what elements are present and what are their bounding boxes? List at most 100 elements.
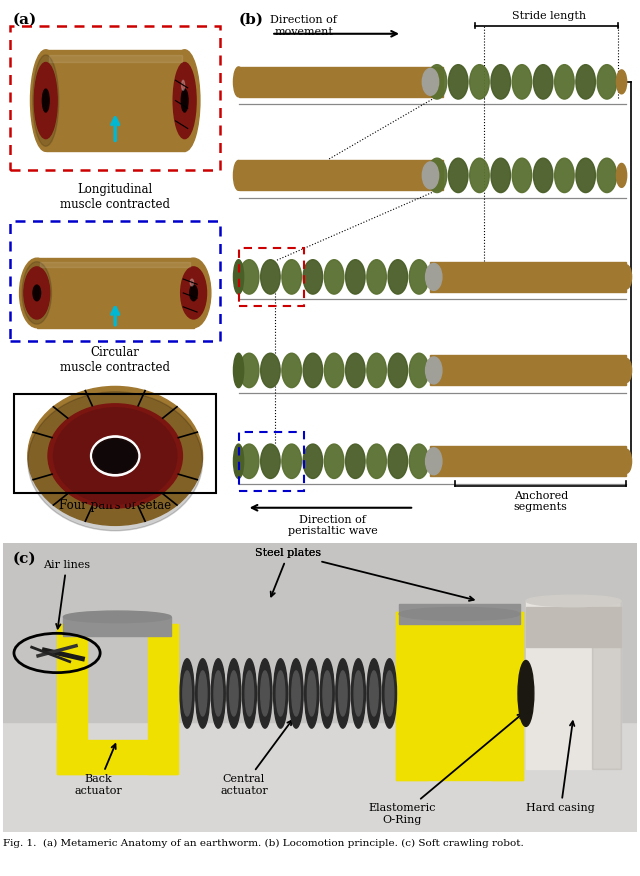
Ellipse shape xyxy=(370,671,378,716)
Ellipse shape xyxy=(28,274,46,312)
Ellipse shape xyxy=(512,159,532,193)
Ellipse shape xyxy=(449,159,468,193)
Ellipse shape xyxy=(234,160,244,190)
Ellipse shape xyxy=(95,440,136,472)
Text: Steel plates: Steel plates xyxy=(255,548,321,597)
Text: Air lines: Air lines xyxy=(43,560,90,629)
Ellipse shape xyxy=(258,659,272,728)
Ellipse shape xyxy=(183,671,191,716)
Bar xyxy=(57,739,177,774)
Ellipse shape xyxy=(245,671,253,716)
Ellipse shape xyxy=(48,404,182,508)
Bar xyxy=(148,624,178,774)
Ellipse shape xyxy=(426,264,442,290)
Ellipse shape xyxy=(31,50,61,152)
Ellipse shape xyxy=(491,65,511,99)
Ellipse shape xyxy=(234,259,244,294)
Ellipse shape xyxy=(196,659,210,728)
Ellipse shape xyxy=(399,607,520,620)
Text: Direction of
peristaltic wave: Direction of peristaltic wave xyxy=(287,515,378,536)
Ellipse shape xyxy=(346,353,365,387)
Ellipse shape xyxy=(367,259,387,294)
Ellipse shape xyxy=(24,267,50,319)
Ellipse shape xyxy=(533,65,553,99)
Text: Steel plates: Steel plates xyxy=(255,548,474,601)
Ellipse shape xyxy=(20,258,54,328)
Ellipse shape xyxy=(239,259,259,294)
Bar xyxy=(49,55,182,62)
Ellipse shape xyxy=(28,392,202,531)
Bar xyxy=(239,248,304,307)
Bar xyxy=(239,432,304,491)
Bar xyxy=(396,612,428,781)
Ellipse shape xyxy=(388,353,408,387)
Ellipse shape xyxy=(289,659,303,728)
Text: Elastomeric
O-Ring: Elastomeric O-Ring xyxy=(369,714,522,825)
Bar xyxy=(3,543,637,723)
Ellipse shape xyxy=(385,671,394,716)
Text: Fig. 1.  (a) Metameric Anatomy of an earthworm. (b) Locomotion principle. (c) So: Fig. 1. (a) Metameric Anatomy of an eart… xyxy=(3,839,524,848)
Bar xyxy=(429,262,627,292)
Bar xyxy=(37,258,193,328)
Text: Anchored
segments: Anchored segments xyxy=(513,491,568,512)
Ellipse shape xyxy=(198,671,207,716)
Text: Back
actuator: Back actuator xyxy=(74,744,122,796)
Ellipse shape xyxy=(91,436,140,476)
Ellipse shape xyxy=(388,259,408,294)
Ellipse shape xyxy=(93,439,138,473)
Ellipse shape xyxy=(426,448,442,475)
Ellipse shape xyxy=(173,62,196,138)
Ellipse shape xyxy=(409,444,429,478)
Text: Circular
muscle contracted: Circular muscle contracted xyxy=(60,346,170,374)
Ellipse shape xyxy=(170,50,200,152)
Ellipse shape xyxy=(282,259,301,294)
Bar xyxy=(40,262,190,267)
Bar xyxy=(15,394,216,493)
Ellipse shape xyxy=(35,62,57,138)
Bar xyxy=(491,612,523,781)
Ellipse shape xyxy=(367,353,387,387)
Ellipse shape xyxy=(354,671,363,716)
Text: Four pairs of setae: Four pairs of setae xyxy=(59,498,172,512)
Ellipse shape xyxy=(576,159,595,193)
Ellipse shape xyxy=(184,274,203,312)
Ellipse shape xyxy=(518,661,534,726)
Ellipse shape xyxy=(383,659,397,728)
Ellipse shape xyxy=(234,353,244,387)
Ellipse shape xyxy=(303,444,323,478)
Ellipse shape xyxy=(22,262,51,324)
Ellipse shape xyxy=(37,73,54,129)
Bar xyxy=(10,25,220,170)
Ellipse shape xyxy=(214,671,223,716)
Bar xyxy=(399,604,520,624)
Ellipse shape xyxy=(324,353,344,387)
Ellipse shape xyxy=(555,159,574,193)
Ellipse shape xyxy=(616,70,627,94)
Ellipse shape xyxy=(63,611,171,623)
Ellipse shape xyxy=(177,258,211,328)
Ellipse shape xyxy=(260,353,280,387)
Ellipse shape xyxy=(260,259,280,294)
Ellipse shape xyxy=(339,671,347,716)
Text: Central
actuator: Central actuator xyxy=(220,720,292,796)
Text: (c): (c) xyxy=(13,552,36,566)
Text: (a): (a) xyxy=(12,12,36,26)
Bar xyxy=(396,612,523,745)
Ellipse shape xyxy=(33,55,59,146)
Bar xyxy=(396,745,523,781)
Ellipse shape xyxy=(227,659,241,728)
Ellipse shape xyxy=(243,659,257,728)
Text: Direction of
movement: Direction of movement xyxy=(271,15,337,37)
Ellipse shape xyxy=(323,671,332,716)
Ellipse shape xyxy=(555,65,574,99)
Ellipse shape xyxy=(367,659,381,728)
Ellipse shape xyxy=(346,259,365,294)
Ellipse shape xyxy=(526,595,621,607)
Bar xyxy=(239,67,443,97)
Ellipse shape xyxy=(449,65,468,99)
Ellipse shape xyxy=(282,444,301,478)
Ellipse shape xyxy=(182,81,184,90)
Ellipse shape xyxy=(260,444,280,478)
Ellipse shape xyxy=(388,444,408,478)
Ellipse shape xyxy=(426,357,442,384)
